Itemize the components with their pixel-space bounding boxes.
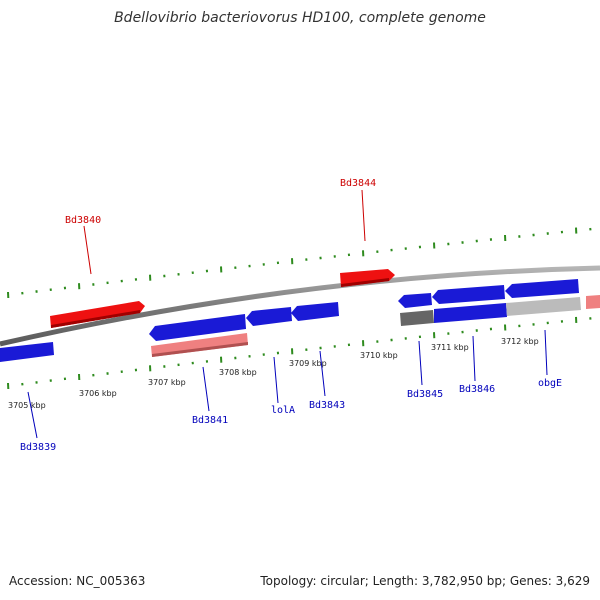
gene-feature-lola[interactable] [246,307,292,326]
gene-label-bd3844[interactable]: Bd3844 [340,178,376,189]
label-leader-bd3841 [202,366,210,412]
scale-label: 3712 kbp [501,337,539,346]
label-leader-bd3844 [361,189,366,242]
genome-summary-label: Topology: circular; Length: 3,782,950 bp… [260,574,590,588]
label-leader-bd3840 [83,225,92,275]
genome-title: Bdellovibrio bacteriovorus HD100, comple… [114,10,486,26]
gene-feature-bd3843[interactable] [291,302,339,321]
scale-labels: 3705 kbp 3706 kbp 3707 kbp 3708 kbp 3709… [8,337,539,410]
reverse-gene-track [0,279,581,362]
gene-feature-bd3841-light-shadow [152,342,248,357]
gene-feature-bd3846-lower[interactable] [434,303,507,323]
gene-label-bd3840[interactable]: Bd3840 [65,215,101,226]
reverse-tick-track [7,316,592,390]
scale-label: 3709 kbp [289,359,327,368]
gene-feature-bd3840-shadow [51,310,140,328]
gene-feature-obge-lightgrey[interactable] [506,297,581,316]
reverse-gene-labels: Bd3839 Bd3841 lolA Bd3843 Bd3845 Bd3846 … [20,329,562,453]
gene-label-bd3843[interactable]: Bd3843 [309,400,345,411]
gene-label-obge[interactable]: obgE [538,378,562,389]
gene-feature-bd3841-light[interactable] [151,333,248,357]
label-leader-lola [273,356,279,404]
gene-label-bd3845[interactable]: Bd3845 [407,389,443,400]
genome-backbone [0,265,600,347]
gene-feature-bd3841[interactable] [149,314,246,341]
gene-feature-obge[interactable] [505,279,579,298]
scale-label: 3710 kbp [360,351,398,360]
gene-label-bd3841[interactable]: Bd3841 [192,415,228,426]
forward-tick-track [7,227,592,299]
gene-label-bd3846[interactable]: Bd3846 [459,384,495,395]
gene-feature-bd3844-shadow [341,278,389,287]
gene-feature-bd3845[interactable] [398,293,432,308]
gene-feature-bd3846[interactable] [432,285,505,304]
accession-label: Accession: NC_005363 [9,574,146,588]
label-leader-bd3845 [418,340,423,386]
gene-label-lola[interactable]: lolA [271,405,295,416]
scale-label: 3708 kbp [219,368,257,377]
scale-label: 3706 kbp [79,389,117,398]
label-leader-bd3843 [319,350,326,397]
gene-feature-bd3845-grey[interactable] [400,310,434,326]
gene-feature-bd3847-partial[interactable] [586,295,600,309]
label-leader-bd3839 [27,391,38,439]
scale-label: 3711 kbp [431,343,469,352]
label-leader-bd3846 [472,335,476,382]
gene-feature-bd3839[interactable] [0,342,54,362]
label-leader-obge [544,329,548,376]
forward-gene-track [50,269,600,328]
forward-gene-labels: Bd3840 Bd3844 [65,178,376,275]
gene-label-bd3839[interactable]: Bd3839 [20,442,56,453]
scale-label: 3707 kbp [148,378,186,387]
scale-label: 3705 kbp [8,401,46,410]
